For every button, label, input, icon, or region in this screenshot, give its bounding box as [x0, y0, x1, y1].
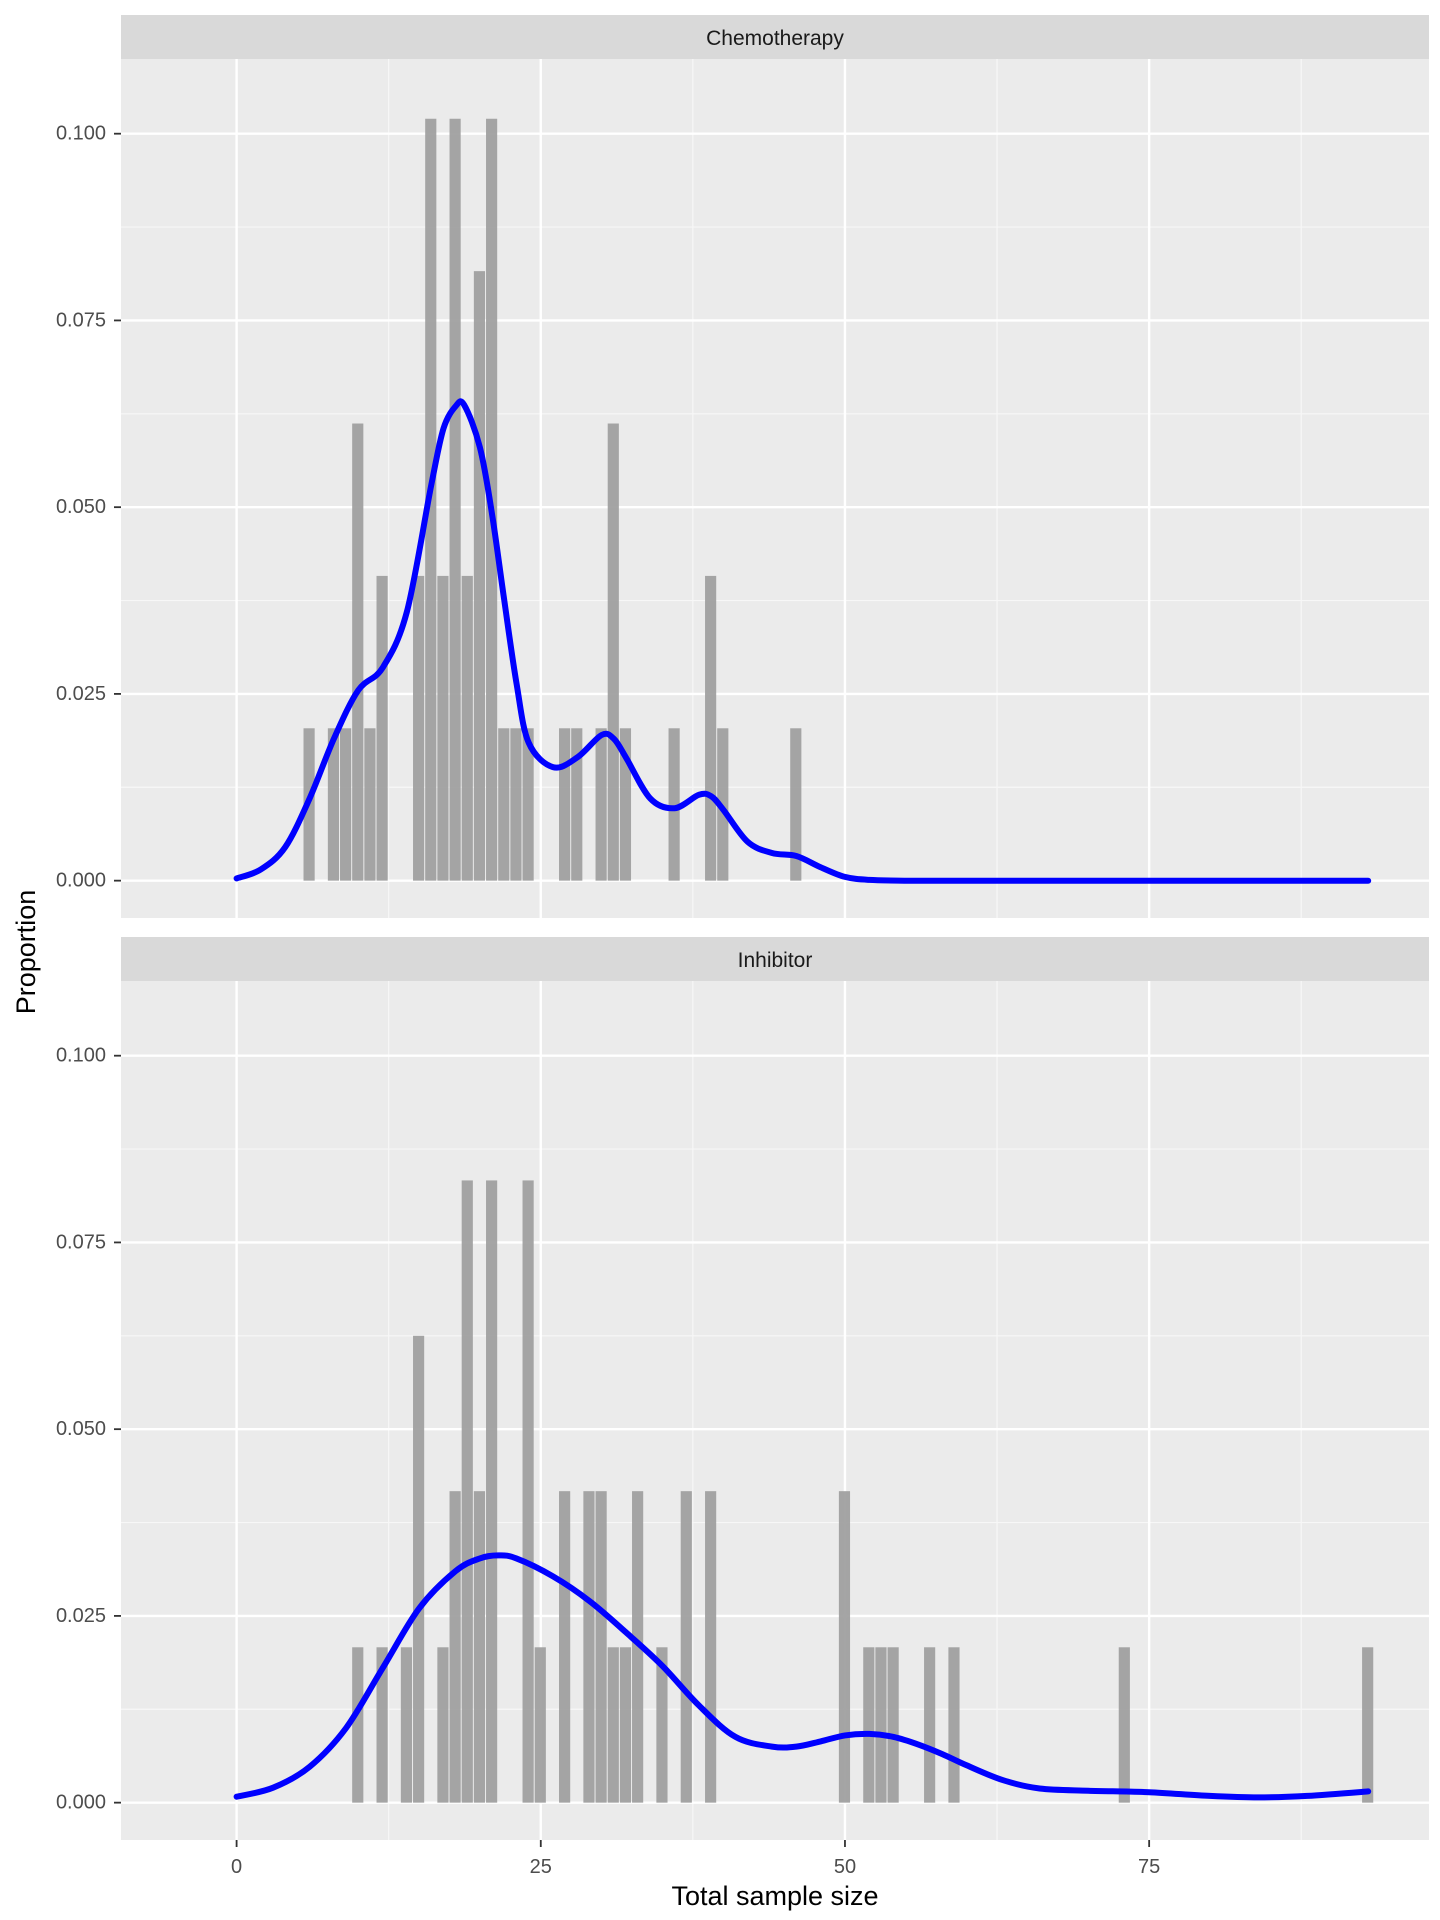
histogram-bar [510, 728, 522, 881]
histogram-bar [559, 1491, 571, 1803]
histogram-bar [583, 1491, 595, 1803]
y-tick-label: 0.050 [56, 1418, 106, 1440]
strip-label-inhibitor: Inhibitor [738, 949, 813, 972]
x-tick-label: 75 [1138, 1856, 1160, 1878]
strip-background [121, 937, 1429, 981]
strip-label-chemotherapy: Chemotherapy [706, 27, 844, 50]
x-axis-ticks [235, 1840, 1151, 1847]
y-tick-label: 0.075 [56, 309, 106, 331]
histogram-bar [619, 1647, 632, 1803]
histogram-bar [473, 1491, 486, 1803]
y-axis-tick-labels: 0.000 0.025 0.050 0.075 0.100 [56, 123, 106, 892]
panel-inhibitor: Inhibitor 0.000 0.025 0.050 0.075 0.100 [56, 937, 1429, 1840]
histogram-bar [413, 1335, 425, 1803]
histogram-bar [705, 1491, 717, 1803]
panel-background [121, 981, 1429, 1840]
histogram-bar [924, 1647, 936, 1803]
y-axis-ticks [114, 1054, 121, 1804]
histogram-bar [449, 118, 461, 881]
x-axis: 0 25 50 75 [231, 1840, 1160, 1878]
x-axis-title: Total sample size [671, 1881, 878, 1911]
panel-chemotherapy: Chemotherapy 0.000 0.025 0.050 0.075 0.1… [56, 15, 1429, 918]
histogram-bar [352, 423, 364, 881]
density-line [233, 1552, 1372, 1801]
y-axis-ticks [114, 132, 121, 882]
histogram-bar [619, 728, 632, 881]
histogram-bar [327, 728, 340, 881]
histogram-bars [352, 1180, 1374, 1803]
histogram-bar [376, 575, 388, 881]
histogram-bar [473, 271, 486, 881]
density-line [233, 398, 1372, 884]
histogram-bar [522, 1180, 534, 1803]
histogram-bar [352, 1647, 364, 1803]
histogram-bar [376, 1647, 388, 1803]
histogram-bar [668, 728, 680, 881]
histogram-bar [607, 423, 619, 881]
histogram-bar [486, 1180, 498, 1803]
x-tick-label: 25 [530, 1856, 552, 1878]
histogram-bar [340, 728, 352, 881]
y-axis-tick-labels: 0.000 0.025 0.050 0.075 0.100 [56, 1045, 106, 1814]
y-tick-label: 0.050 [56, 496, 106, 518]
histogram-bar [595, 728, 607, 881]
y-tick-label: 0.000 [56, 870, 106, 892]
histogram-bar [680, 1491, 692, 1803]
histogram-bar [498, 728, 510, 881]
histogram-bar [1362, 1647, 1374, 1803]
histogram-bar [632, 1491, 644, 1803]
histogram-bar [413, 575, 425, 881]
histogram-bar [364, 728, 376, 881]
histogram-bar [461, 1180, 473, 1803]
histogram-bar [400, 1647, 413, 1803]
histogram-bar [437, 575, 449, 881]
y-tick-label: 0.000 [56, 1792, 106, 1814]
histogram-bar [449, 1491, 461, 1803]
histogram-bar [571, 728, 583, 881]
panel-background [121, 59, 1429, 918]
histogram-bar [790, 728, 802, 881]
histogram-bar [948, 1647, 960, 1803]
histogram-bar [705, 575, 717, 881]
strip-background [121, 15, 1429, 59]
x-tick-label: 0 [231, 1856, 242, 1878]
y-tick-label: 0.025 [56, 1605, 106, 1627]
histogram-bar [1118, 1647, 1130, 1803]
histogram-bar [887, 1647, 899, 1803]
y-axis-title: Proportion [11, 890, 41, 1015]
histogram-bar [863, 1647, 875, 1803]
histogram-bar [534, 1647, 546, 1803]
histogram-bar [461, 575, 473, 881]
histogram-bar [607, 1647, 619, 1803]
histogram-bar [559, 728, 571, 881]
y-tick-label: 0.025 [56, 683, 106, 705]
histogram-bar [595, 1491, 607, 1803]
histogram-bar [838, 1491, 851, 1803]
histogram-bar [522, 728, 534, 881]
y-tick-label: 0.075 [56, 1231, 106, 1253]
histogram-bar [437, 1647, 449, 1803]
histogram-bar [875, 1647, 887, 1803]
x-tick-label: 50 [834, 1856, 856, 1878]
histogram-bar [656, 1647, 668, 1803]
y-tick-label: 0.100 [56, 1045, 106, 1067]
y-tick-label: 0.100 [56, 123, 106, 145]
